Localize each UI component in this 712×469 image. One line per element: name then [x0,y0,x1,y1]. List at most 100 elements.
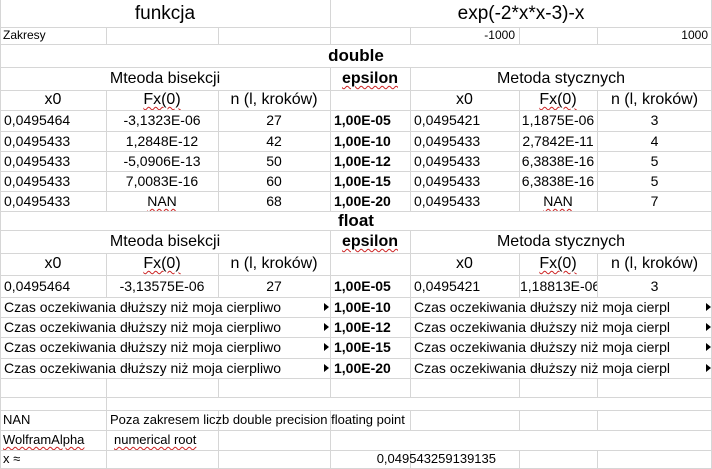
float-bisection-header: Mteoda bisekcji [109,233,221,250]
newton-x0: 0,0495433 [414,193,481,209]
float-column-header-fx: Fx(0) [539,255,577,272]
grid-hline [0,337,712,338]
newton-fx: NAN [543,193,573,209]
grid-hline [0,410,712,411]
bisection-fx: -3,1323E-06 [123,112,201,128]
grid-hline [0,253,712,254]
grid-vline [330,67,331,90]
grid-vline [410,275,411,297]
nan-key: NAN [3,412,31,427]
epsilon-value: 1,00E-15 [334,173,391,189]
grid-vline [0,131,1,151]
grid-vline [597,378,598,397]
grid-vline [410,90,411,110]
grid-vline [330,0,331,27]
grid-vline [330,450,331,468]
grid-vline [106,430,107,450]
grid-vline [0,317,1,337]
bisection-x0: 0,0495464 [4,112,71,128]
newton-fx: 6,3838E-16 [521,173,595,189]
newton-steps: 3 [650,112,659,128]
grid-vline [330,378,331,397]
bisection-steps: 27 [266,278,282,294]
ranges-label: Zakresy [3,28,46,42]
grid-vline [410,337,411,358]
grid-vline [106,275,107,297]
grid-vline [330,151,331,171]
grid-vline [0,275,1,297]
grid-vline [0,67,1,90]
grid-vline [106,253,107,275]
grid-vline [410,110,411,131]
bisection-x0: 0,0495433 [4,133,71,149]
grid-vline [519,450,520,468]
grid-vline [597,410,598,430]
grid-vline [410,297,411,317]
grid-vline [330,358,331,378]
double-column-header-x0: x0 [44,91,62,108]
grid-hline [0,230,712,231]
float-column-header-fx: Fx(0) [143,255,181,272]
overflow-arrow-icon [324,303,329,311]
newton-steps: 4 [650,133,659,149]
float-column-header-n: n (l, kroków) [230,255,318,272]
grid-hline [0,90,712,91]
grid-vline [0,171,1,191]
grid-vline [330,230,331,253]
float-epsilon-header: epsilon [341,233,398,250]
grid-vline [597,27,598,44]
grid-hline [0,450,712,451]
grid-vline [410,191,411,211]
grid-vline [519,90,520,110]
wait-message-newton: Czas oczekiwania dłuższy niż moja cierpl [414,319,670,335]
grid-vline [519,410,520,430]
grid-vline [330,317,331,337]
epsilon-value: 1,00E-05 [334,278,391,294]
wait-message-bisection: Czas oczekiwania dłuższy niż moja cierpl… [4,339,281,355]
grid-vline [0,337,1,358]
grid-vline [330,191,331,211]
grid-vline [0,253,1,275]
grid-vline [0,0,1,27]
newton-x0: 0,0495433 [414,173,481,189]
grid-vline [0,430,1,450]
wait-message-newton: Czas oczekiwania dłuższy niż moja cierpl [414,360,670,376]
grid-hline [0,44,712,45]
grid-vline [597,275,598,297]
wait-message-bisection: Czas oczekiwania dłuższy niż moja cierpl… [4,360,281,376]
grid-vline [597,110,598,131]
grid-vline [218,151,219,171]
overflow-arrow-icon [324,323,329,331]
double-newton-header: Metoda stycznych [496,70,626,87]
grid-vline [218,27,219,44]
grid-hline [0,297,712,298]
float-column-header-x0: x0 [44,255,62,272]
epsilon-value: 1,00E-10 [334,133,391,149]
grid-vline [0,110,1,131]
bisection-fx: -5,0906E-13 [123,153,201,169]
grid-vline [218,410,219,430]
grid-vline [106,131,107,151]
grid-vline [106,171,107,191]
grid-vline [218,171,219,191]
grid-vline [410,253,411,275]
grid-hline [0,358,712,359]
wolfram-key: WolframAlpha [3,432,85,447]
newton-steps: 7 [650,193,659,209]
grid-vline [410,151,411,171]
grid-vline [330,410,331,430]
grid-vline [218,450,219,468]
grid-hline [0,211,712,212]
grid-vline [410,27,411,44]
epsilon-value: 1,00E-12 [334,153,391,169]
grid-vline [597,131,598,151]
grid-vline [330,131,331,151]
bisection-steps: 50 [266,153,282,169]
grid-vline [218,430,219,450]
grid-vline [106,397,107,410]
double-epsilon-header: epsilon [341,70,398,87]
grid-vline [0,44,1,67]
bisection-steps: 60 [266,173,282,189]
bisection-x0: 0,0495433 [4,173,71,189]
